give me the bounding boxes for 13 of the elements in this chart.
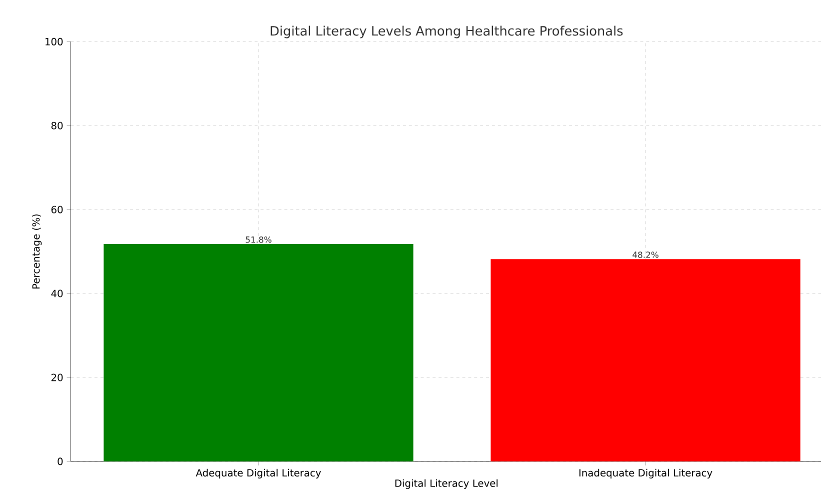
y-tick-label: 20	[51, 374, 63, 382]
y-axis-title: Percentage (%)	[32, 214, 42, 288]
y-tick-label: 100	[46, 38, 63, 46]
data-label: 51.8%	[246, 236, 272, 243]
x-tick-label: Inadequate Digital Literacy	[579, 468, 712, 478]
y-tick-label: 40	[51, 290, 63, 298]
y-tick-label: 0	[58, 458, 63, 466]
x-axis-title: Digital Literacy Level	[395, 479, 498, 489]
chart-title: Digital Literacy Levels Among Healthcare Professionals	[270, 26, 623, 38]
y-tick-label: 80	[51, 122, 63, 130]
y-tick-label: 60	[51, 206, 63, 214]
x-tick-label: Adequate Digital Literacy	[196, 468, 321, 478]
data-label: 48.2%	[632, 251, 658, 258]
